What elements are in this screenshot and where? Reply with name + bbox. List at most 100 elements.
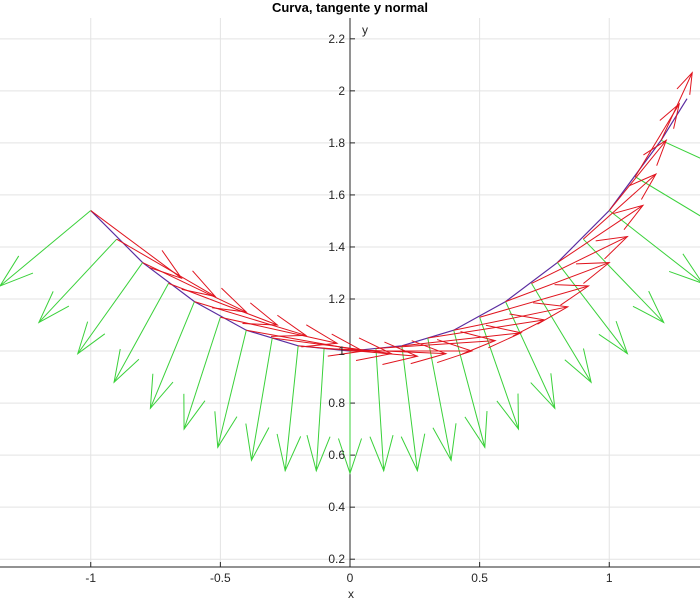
tangent-arrow-shaft — [90, 210, 182, 279]
normal-arrow-shaft — [183, 317, 221, 430]
x-tick-label: -1 — [85, 571, 96, 585]
normal-arrow-head — [632, 290, 665, 324]
normal-arrow-head — [668, 253, 700, 283]
normal-arrow-head — [214, 411, 238, 449]
normal-arrow — [306, 348, 331, 473]
normal-arrow — [76, 262, 143, 355]
tick-labels: -1 -0.5 0 0.5 1 0.2 0.4 0.6 0.8 1 1.2 1.4 1.6 1.8 2 2.2 — [85, 32, 613, 585]
tangent-arrow — [194, 301, 308, 337]
tangent-arrow-shaft — [660, 72, 693, 141]
tangent-arrow — [453, 302, 570, 331]
normal-arrow-head — [432, 423, 457, 462]
y-tick-label: 1.4 — [328, 240, 345, 254]
tangent-arrow — [660, 71, 693, 141]
x-tick-label: 0.5 — [471, 571, 488, 585]
normal-arrow-head — [337, 438, 363, 475]
tangent-arrow-shaft — [427, 319, 545, 339]
normal-arrow-head — [564, 348, 592, 384]
tangent-arrow-head — [595, 235, 629, 260]
tangent-arrow-shaft — [453, 306, 568, 331]
normal-arrow-shaft — [401, 345, 418, 471]
tangent-arrow — [375, 331, 497, 355]
y-axis-label: y — [362, 23, 368, 37]
tangent-arrow-head — [533, 302, 570, 325]
normal-vectors — [0, 139, 700, 475]
normal-arrow-shaft — [315, 348, 325, 471]
tangent-arrow — [116, 238, 217, 298]
tangent-arrow-head — [212, 287, 248, 313]
tangent-arrow-shaft — [168, 282, 278, 326]
normal-arrow — [183, 317, 221, 431]
tangent-arrow-shaft — [557, 204, 644, 263]
y-tick-label: 1 — [338, 344, 345, 358]
tangent-arrow — [220, 316, 339, 348]
tangent-arrow-shaft — [220, 316, 338, 344]
normal-arrow — [505, 301, 556, 410]
y-tick-label: 2 — [338, 84, 345, 98]
tangent-arrow-shaft — [142, 262, 247, 313]
normal-arrow-shaft — [375, 348, 385, 471]
tangent-arrow-head — [460, 331, 497, 355]
normal-arrow-head — [245, 423, 270, 462]
tangent-arrow-head — [576, 262, 611, 284]
tangent-arrow-head — [301, 324, 339, 348]
normal-arrow-shaft — [250, 337, 273, 461]
tangent-arrow-head — [242, 302, 279, 326]
y-tick-label: 1.6 — [328, 188, 345, 202]
tangent-arrow-shaft — [116, 238, 216, 297]
normal-arrow-shaft — [531, 283, 592, 383]
normal-arrow-shaft — [149, 301, 195, 409]
chart-title: Curva, tangente y normal — [272, 0, 428, 15]
normal-arrow-head — [183, 393, 206, 431]
normal-arrow — [582, 238, 665, 324]
tangent-arrow — [557, 204, 645, 263]
normal-arrow-head — [496, 393, 520, 431]
normal-arrow-head — [113, 348, 140, 384]
normal-arrow — [608, 210, 700, 283]
normal-arrow-shaft — [453, 330, 486, 448]
x-axis-label: x — [348, 587, 354, 601]
normal-arrow — [0, 210, 92, 287]
tangent-arrow-shaft — [505, 262, 610, 303]
tangent-arrow-head — [613, 204, 645, 231]
tangent-arrow-head — [485, 324, 523, 349]
normal-arrow — [453, 330, 488, 449]
normal-arrow-head — [369, 435, 394, 473]
x-tick-label: -0.5 — [210, 571, 231, 585]
normal-arrow-shaft — [608, 210, 700, 283]
y-tick-label: 2.2 — [328, 32, 345, 46]
tangent-arrow — [505, 262, 611, 303]
y-tick-label: 0.8 — [328, 396, 345, 410]
tangent-arrow-head — [181, 270, 217, 298]
tangent-arrow-head — [554, 284, 591, 306]
normal-arrow — [113, 283, 169, 384]
axes — [0, 18, 700, 568]
normal-arrow — [149, 301, 195, 410]
tangent-arrow-shaft — [194, 301, 307, 336]
tangent-arrow-shaft — [608, 139, 667, 211]
tangent-arrow — [90, 210, 183, 280]
tangent-arrow-head — [676, 71, 693, 95]
normal-arrow — [337, 351, 363, 475]
normal-arrow-shaft — [0, 210, 92, 287]
tangent-arrow-head — [659, 102, 681, 129]
normal-arrow-shaft — [505, 301, 556, 409]
tangent-arrow-shaft — [375, 340, 496, 349]
tangent-arrow-shaft — [531, 236, 628, 284]
tangent-arrow-shaft — [401, 332, 522, 347]
tangent-arrow — [401, 324, 523, 349]
y-tick-label: 0.4 — [328, 500, 345, 514]
x-tick-label: 1 — [606, 571, 613, 585]
normal-arrow-shaft — [77, 262, 143, 354]
normal-arrow-head — [76, 321, 106, 355]
curve-line — [90, 98, 688, 352]
tangent-arrow — [168, 282, 279, 326]
normal-arrow-shaft — [284, 345, 299, 471]
tangent-arrow — [531, 235, 629, 284]
normal-arrow-shaft — [427, 337, 452, 461]
tangent-arrow — [142, 262, 248, 313]
y-tick-label: 1.2 — [328, 292, 345, 306]
tangent-arrow-head — [327, 333, 365, 357]
normal-arrow — [37, 238, 118, 324]
